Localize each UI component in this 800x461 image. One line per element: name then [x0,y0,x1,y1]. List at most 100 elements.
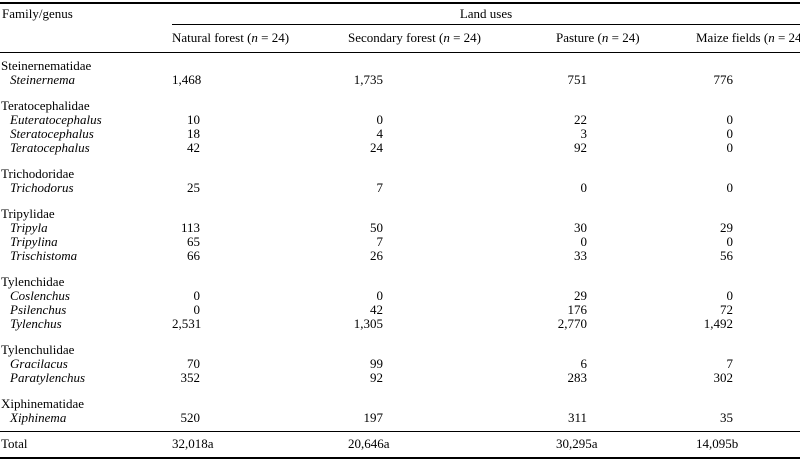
count-cell: 0 [726,288,734,303]
genus-row: Psilenchus 0 42 176 72 [0,303,800,317]
count-cell: 0 [376,288,384,303]
count-cell: 0 [376,112,384,127]
count-cell: 197 [363,410,384,425]
count-cell: 1,468 [172,72,202,87]
family-row: Tylenchulidae [0,331,800,357]
total-row: Total 32,018a 20,646a 30,295a 14,095b [0,431,800,459]
total-label: Total [0,431,172,459]
count-cell: 520 [180,410,201,425]
family-group-tripylidae: Tripylidae Tripyla 113 50 30 29 Tripylin… [0,195,800,263]
family-name: Steinernematidae [1,58,92,73]
count-cell: 25 [187,180,200,195]
column-header-text: = 24) [608,30,640,45]
family-name: Tylenchidae [1,274,65,289]
count-cell: 352 [180,370,201,385]
total-cell: 30,295a [556,431,696,459]
count-cell: 56 [720,248,734,263]
column-header-secondary-forest: Secondary forest (n = 24) [348,24,556,53]
count-cell: 29 [574,288,587,303]
column-header-maize-fields: Maize fields (n = 24) [696,24,800,53]
count-cell: 0 [580,234,588,249]
family-group-tylenchulidae: Tylenchulidae Gracilacus 70 99 6 7 Parat… [0,331,800,385]
count-cell: 65 [187,234,200,249]
count-cell: 26 [370,248,383,263]
count-cell: 92 [574,140,587,155]
genus-row: Tripyla 113 50 30 29 [0,221,800,235]
count-cell: 0 [193,302,201,317]
count-cell: 4 [376,126,384,141]
corner-header: Family/genus [0,3,172,53]
count-cell: 18 [187,126,200,141]
count-cell: 99 [370,356,383,371]
total-cell: 14,095b [696,431,800,459]
table-footer: Total 32,018a 20,646a 30,295a 14,095b [0,431,800,459]
count-cell: 70 [187,356,200,371]
genus-row: Teratocephalus 42 24 92 0 [0,141,800,155]
genus-row: Steratocephalus 18 4 3 0 [0,127,800,141]
total-cell: 20,646a [348,431,556,459]
count-cell: 1,305 [353,316,383,331]
n-variable: n [251,30,258,45]
count-cell: 72 [720,302,734,317]
genus-name: Psilenchus [10,302,67,317]
family-row: Teratocephalidae [0,87,800,113]
count-cell: 1,735 [353,72,383,87]
genus-row: Tylenchus 2,531 1,305 2,770 1,492 [0,317,800,331]
genus-row: Coslenchus 0 0 29 0 [0,289,800,303]
count-cell: 751 [567,72,588,87]
family-name: Tylenchulidae [1,342,75,357]
count-cell: 0 [726,180,734,195]
genus-name: Steratocephalus [10,126,94,141]
column-header-natural-forest: Natural forest (n = 24) [172,24,348,53]
count-cell: 0 [726,126,734,141]
n-variable: n [768,30,775,45]
family-name: Xiphinematidae [1,396,85,411]
count-cell: 2,531 [172,316,202,331]
count-cell: 6 [580,356,588,371]
genus-row: Xiphinema 520 197 311 35 [0,411,800,432]
count-cell: 24 [370,140,383,155]
genus-row: Tripylina 65 7 0 0 [0,235,800,249]
genus-name: Tripyla [10,220,48,235]
count-cell: 7 [726,356,734,371]
column-header-text: Pasture ( [556,30,602,45]
count-cell: 7 [376,234,384,249]
genus-row: Steinernema 1,468 1,735 751 776 [0,73,800,87]
family-row: Trichodoridae [0,155,800,181]
family-row: Tylenchidae [0,263,800,289]
count-cell: 0 [726,140,734,155]
family-name: Teratocephalidae [1,98,90,113]
family-group-tylenchidae: Tylenchidae Coslenchus 0 0 29 0 Psilench… [0,263,800,331]
total-cell: 32,018a [172,431,348,459]
count-cell: 35 [720,410,734,425]
family-group-steinernematidae: Steinernematidae Steinernema 1,468 1,735… [0,53,800,88]
n-variable: n [601,30,609,45]
family-group-teratocephalidae: Teratocephalidae Euteratocephalus 10 0 2… [0,87,800,155]
column-header-text: = 24) [449,30,481,45]
count-cell: 30 [574,220,587,235]
family-row: Tripylidae [0,195,800,221]
count-cell: 776 [713,72,734,87]
genus-name: Tripylina [10,234,58,249]
genus-name: Paratylenchus [10,370,86,385]
family-row: Xiphinematidae [0,385,800,411]
count-cell: 0 [726,234,734,249]
count-cell: 10 [187,112,200,127]
genus-name: Euteratocephalus [10,112,102,127]
count-cell: 1,492 [703,316,734,331]
genus-row: Trischistoma 66 26 33 56 [0,249,800,263]
column-header-pasture: Pasture (n = 24) [556,24,696,53]
count-cell: 7 [376,180,384,195]
count-cell: 176 [567,302,588,317]
count-cell: 29 [720,220,734,235]
count-cell: 0 [726,112,734,127]
count-cell: 113 [180,220,200,235]
count-cell: 311 [567,410,587,425]
table-header: Family/genus Land uses Natural forest (n… [0,3,800,53]
count-cell: 33 [574,248,587,263]
count-cell: 42 [187,140,200,155]
genus-name: Trichodorus [10,180,74,195]
family-group-xiphinematidae: Xiphinematidae Xiphinema 520 197 311 35 [0,385,800,432]
